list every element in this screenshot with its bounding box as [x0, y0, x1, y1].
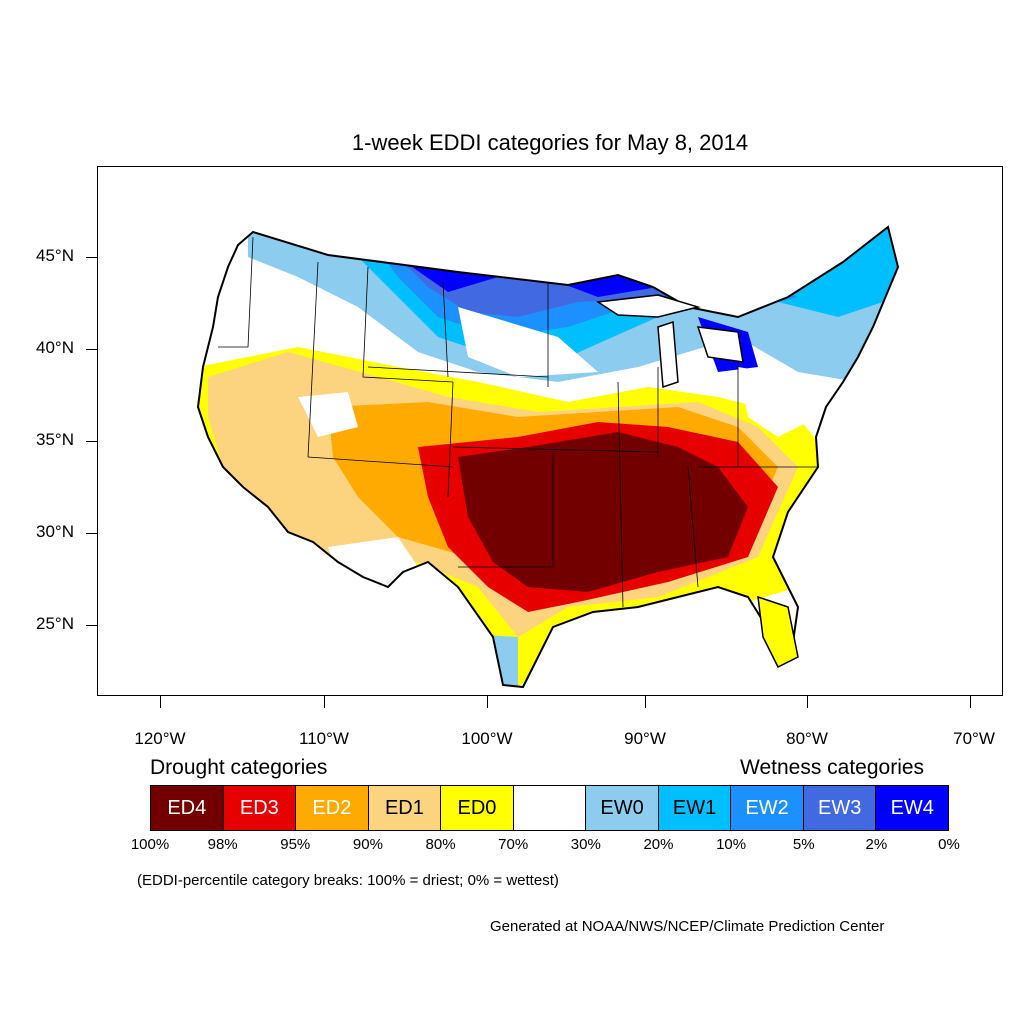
legend-box-ew2: EW2: [731, 786, 804, 830]
credit-line: Generated at NOAA/NWS/NCEP/Climate Predi…: [490, 918, 885, 935]
break-label: 100%: [130, 836, 170, 853]
break-label: 20%: [643, 836, 674, 853]
lake-superior: [595, 294, 701, 318]
lat-tick-40: [86, 349, 97, 350]
eddi-map-graphic: [196, 225, 900, 689]
lat-tick-45: [86, 257, 97, 258]
lat-label-35: 35°N: [36, 430, 74, 449]
state-boundaries: [218, 236, 818, 608]
lon-label-70: 70°W: [953, 729, 995, 748]
break-label: 80%: [425, 836, 456, 853]
break-label: 95%: [280, 836, 311, 853]
lon-label-120: 120°W: [134, 729, 186, 748]
lon-tick-100: [487, 696, 488, 708]
legend-box-ed1: ED1: [368, 786, 442, 830]
lon-tick-110: [324, 696, 325, 708]
florida-peninsula: [757, 595, 799, 669]
lon-label-80: 80°W: [786, 729, 828, 748]
drought-heading: Drought categories: [150, 756, 328, 779]
category-note: (EDDI-percentile category breaks: 100% =…: [137, 872, 559, 889]
lat-tick-25: [86, 625, 97, 626]
break-label: 2%: [865, 836, 888, 853]
eddi-map: [97, 166, 1003, 696]
legend-box-none: [513, 786, 587, 830]
break-label: 5%: [792, 836, 815, 853]
legend-box-ed2: ED2: [296, 786, 369, 830]
lat-label-40: 40°N: [36, 338, 74, 357]
lon-label-90: 90°W: [624, 729, 666, 748]
legend-box-ew4: EW4: [876, 786, 949, 830]
lat-tick-30: [86, 533, 97, 534]
legend-box-ew0: EW0: [586, 786, 659, 830]
break-label: 30%: [570, 836, 601, 853]
break-label: 98%: [207, 836, 238, 853]
break-label: 90%: [352, 836, 383, 853]
lat-label-25: 25°N: [36, 614, 74, 633]
break-label: 70%: [498, 836, 529, 853]
lake-michigan: [657, 320, 679, 389]
lon-label-100: 100°W: [461, 729, 513, 748]
lon-tick-120: [160, 696, 161, 708]
legend-box-ed0: ED0: [441, 786, 514, 830]
lon-tick-90: [645, 696, 646, 708]
eddi-categories-fill: [198, 227, 898, 687]
lat-tick-35: [86, 441, 97, 442]
legend-box-ew3: EW3: [803, 786, 877, 830]
category-legend: ED4 ED3 ED2 ED1 ED0 EW0 EW1 EW2 EW3 EW4: [150, 785, 949, 831]
lon-tick-80: [807, 696, 808, 708]
legend-box-ed3: ED3: [223, 786, 297, 830]
break-label: 0%: [938, 836, 960, 853]
legend-box-ew1: EW1: [658, 786, 732, 830]
legend-box-ed4: ED4: [151, 786, 224, 830]
lake-huron: [696, 326, 744, 363]
map-title: 1-week EDDI categories for May 8, 2014: [351, 130, 749, 155]
wetness-heading: Wetness categories: [740, 756, 925, 779]
lon-tick-70: [970, 696, 971, 708]
lat-label-45: 45°N: [36, 246, 74, 265]
break-label: 10%: [716, 836, 747, 853]
lon-label-110: 110°W: [299, 729, 349, 748]
lat-label-30: 30°N: [36, 522, 74, 541]
